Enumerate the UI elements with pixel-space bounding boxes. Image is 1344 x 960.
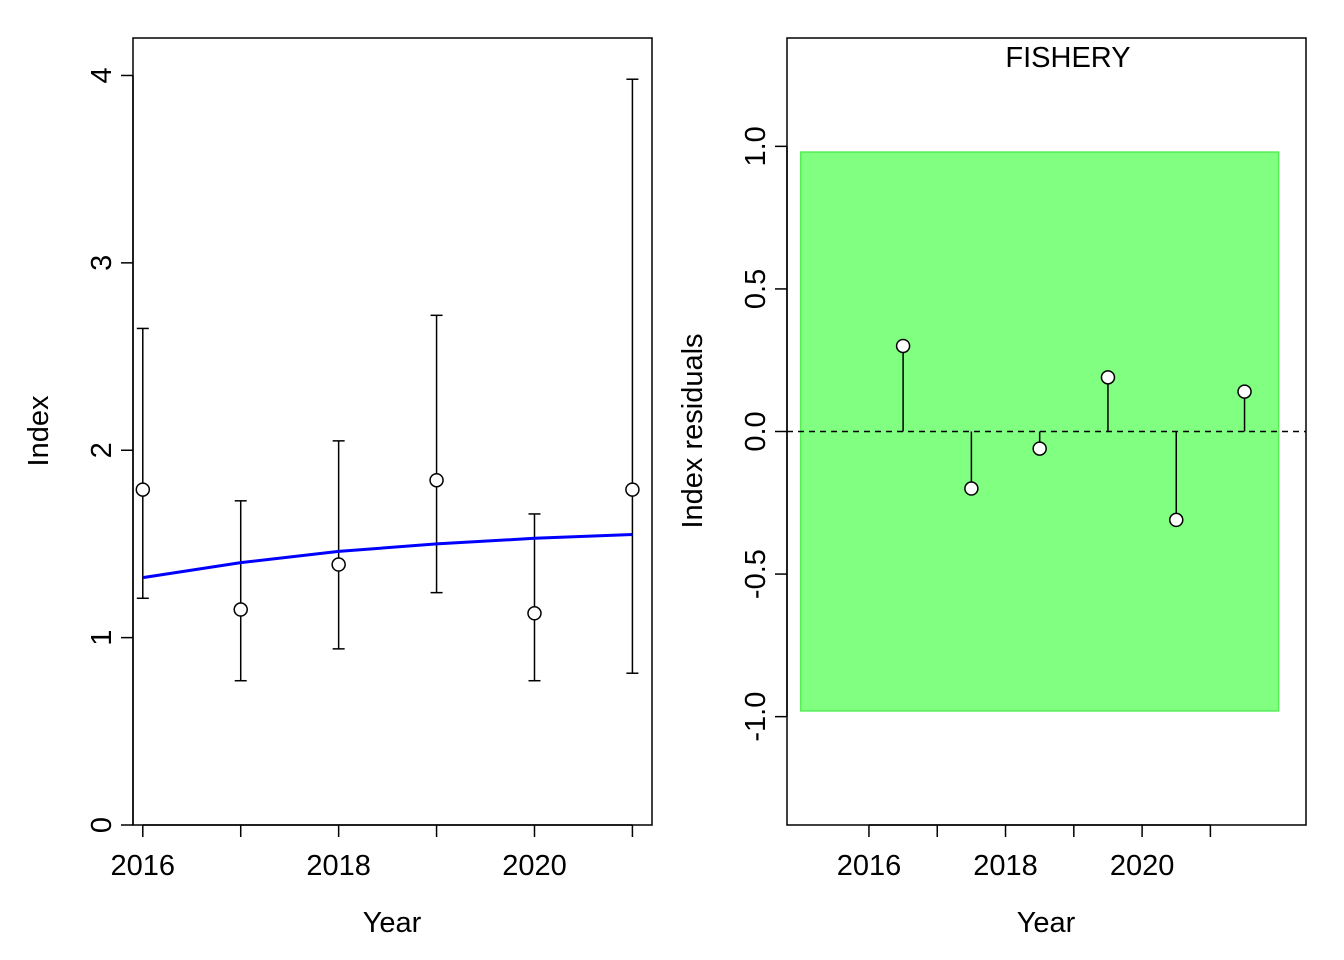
observed-point [429,472,444,488]
y-tick-label: 0.0 [740,411,772,451]
y-tick-label: -0.5 [740,549,772,599]
y-tick-label: 4 [86,67,118,83]
y-tick-label: 1 [86,630,118,646]
residual-point [1237,384,1252,399]
x-tick-label: 2018 [306,850,371,882]
fitted-line [142,533,633,580]
x-axis: 2016 2018 2020 [111,824,634,882]
y-axis-label: Index residuals [677,333,709,528]
x-tick-label: 2020 [502,850,567,882]
observed-point [135,482,151,497]
x-tick-label: 2020 [1110,850,1175,882]
residual-point [895,338,911,354]
observed-point [527,606,542,621]
residual-point [1100,370,1116,385]
y-axis: 0 1 2 3 4 [86,67,134,833]
y-axis-label: Index [23,395,55,466]
observed-point [625,482,640,497]
residuals-panel: -1.0 -0.5 0.0 0.5 1.0 2016 2018 2020 FISHERY Y… [677,37,1307,939]
plot-frame [132,37,653,826]
residual-point [964,481,979,496]
index-panel: 0 1 2 3 4 2016 2018 2020 Year Index [23,37,653,939]
x-axis-label: Year [363,907,422,939]
x-tick-label: 2016 [837,850,902,882]
y-tick-label: -1.0 [740,692,772,742]
y-tick-label: 2 [86,442,118,458]
observed-points [135,472,640,621]
x-tick-label: 2018 [973,850,1038,882]
y-tick-label: 3 [86,255,118,271]
residual-stems [902,345,1246,520]
x-axis-label: Year [1017,907,1076,939]
observed-point [331,557,346,572]
x-axis: 2016 2018 2020 [837,824,1212,882]
x-tick-label: 2016 [111,850,176,882]
y-axis: -1.0 -0.5 0.0 0.5 1.0 [740,126,788,742]
y-tick-label: 0.5 [740,269,772,309]
y-tick-label: 0 [86,817,118,833]
error-bars [136,78,639,682]
panel-title: FISHERY [1005,42,1130,74]
residual-points [895,338,1252,528]
residual-point [1032,441,1047,456]
observed-point [233,602,248,617]
residual-point [1169,512,1184,528]
y-tick-label: 1.0 [740,126,772,166]
